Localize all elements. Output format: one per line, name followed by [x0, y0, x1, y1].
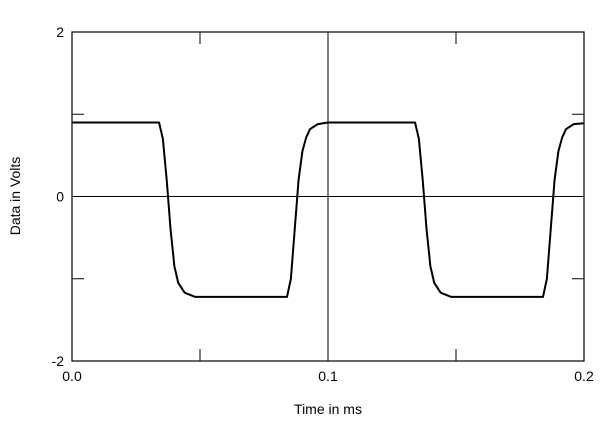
x-tick-label: 0.0 [62, 368, 82, 384]
y-tick-label: 0 [56, 189, 64, 205]
data-line [72, 121, 585, 298]
x-axis-label: Time in ms [294, 401, 362, 417]
x-tick-label: 0.1 [318, 368, 338, 384]
y-tick-label: 2 [56, 24, 64, 40]
y-tick-label: -2 [52, 353, 65, 369]
x-tick-label: 0.2 [574, 368, 594, 384]
y-axis-label: Data in Volts [7, 157, 23, 236]
